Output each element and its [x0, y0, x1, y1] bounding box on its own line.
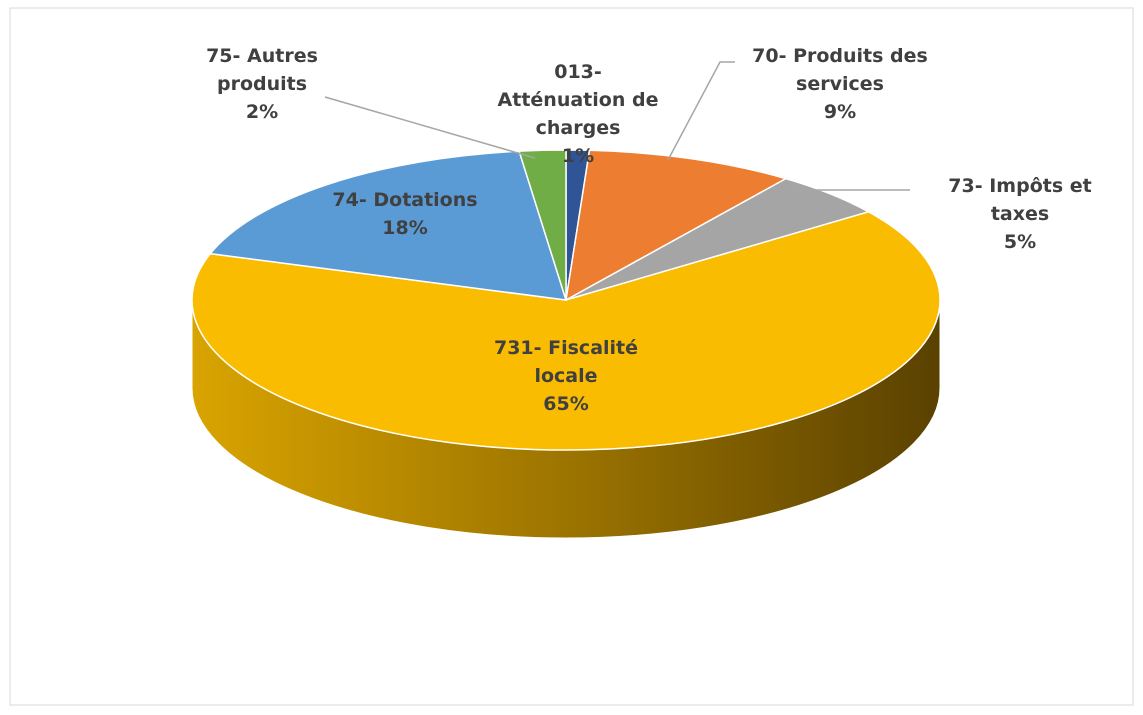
label-value: 65% [543, 393, 589, 415]
pie [191, 149, 941, 539]
label-name: 75- Autres produits [206, 45, 318, 95]
label-name: 70- Produits des services [752, 45, 928, 95]
data-label: 013- Atténuation de charges 1% [496, 58, 661, 170]
label-name: 74- Dotations [332, 189, 478, 211]
leader-line [667, 61, 735, 161]
data-label: 74- Dotations 18% [305, 186, 505, 242]
leader-line [324, 96, 536, 159]
label-value: 1% [561, 145, 595, 167]
label-name: 731- Fiscalité locale [493, 337, 639, 387]
label-name: 013- Atténuation de charges [497, 61, 659, 139]
data-label: 73- Impôts et taxes 5% [935, 172, 1105, 256]
label-value: 9% [823, 101, 857, 123]
slice [518, 149, 567, 301]
label-name: 73- Impôts et taxes [948, 175, 1092, 225]
data-label: 70- Produits des services 9% [730, 42, 950, 126]
data-label: 75- Autres produits 2% [182, 42, 342, 126]
slice [208, 150, 568, 301]
slice [565, 149, 788, 302]
label-value: 5% [1003, 231, 1037, 253]
leader-lines [324, 61, 910, 191]
slice [191, 211, 941, 451]
label-value: 2% [245, 101, 279, 123]
data-label: 731- Fiscalité locale 65% [466, 334, 666, 418]
label-value: 18% [382, 217, 428, 239]
